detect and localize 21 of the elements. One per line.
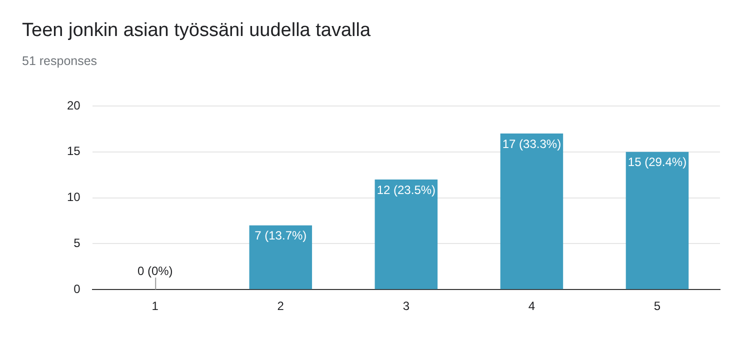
data-label: 17 (33.3%) bbox=[502, 136, 562, 151]
bar bbox=[500, 134, 564, 290]
y-tick-label: 0 bbox=[74, 282, 81, 296]
data-label: 12 (23.5%) bbox=[376, 182, 436, 197]
x-tick-label: 4 bbox=[528, 299, 536, 314]
x-tick-label: 1 bbox=[152, 299, 159, 314]
y-tick-label: 5 bbox=[74, 236, 81, 250]
data-label: 7 (13.7%) bbox=[254, 228, 307, 243]
y-tick-label: 20 bbox=[66, 98, 81, 112]
y-tick-label: 15 bbox=[66, 144, 81, 158]
chart-subtitle: 51 responses bbox=[22, 54, 98, 68]
bar bbox=[626, 152, 689, 290]
x-tick-label: 3 bbox=[402, 299, 410, 314]
bar bbox=[374, 179, 438, 290]
x-tick-label: 2 bbox=[277, 299, 284, 314]
bar bbox=[249, 225, 312, 290]
x-tick-label: 5 bbox=[654, 299, 661, 314]
data-label: 15 (29.4%) bbox=[628, 155, 687, 170]
data-label: 0 (0%) bbox=[137, 264, 173, 278]
y-tick-label: 10 bbox=[66, 190, 81, 204]
chart-title: Teen jonkin asian työssäni uudella tavalla bbox=[22, 20, 371, 42]
